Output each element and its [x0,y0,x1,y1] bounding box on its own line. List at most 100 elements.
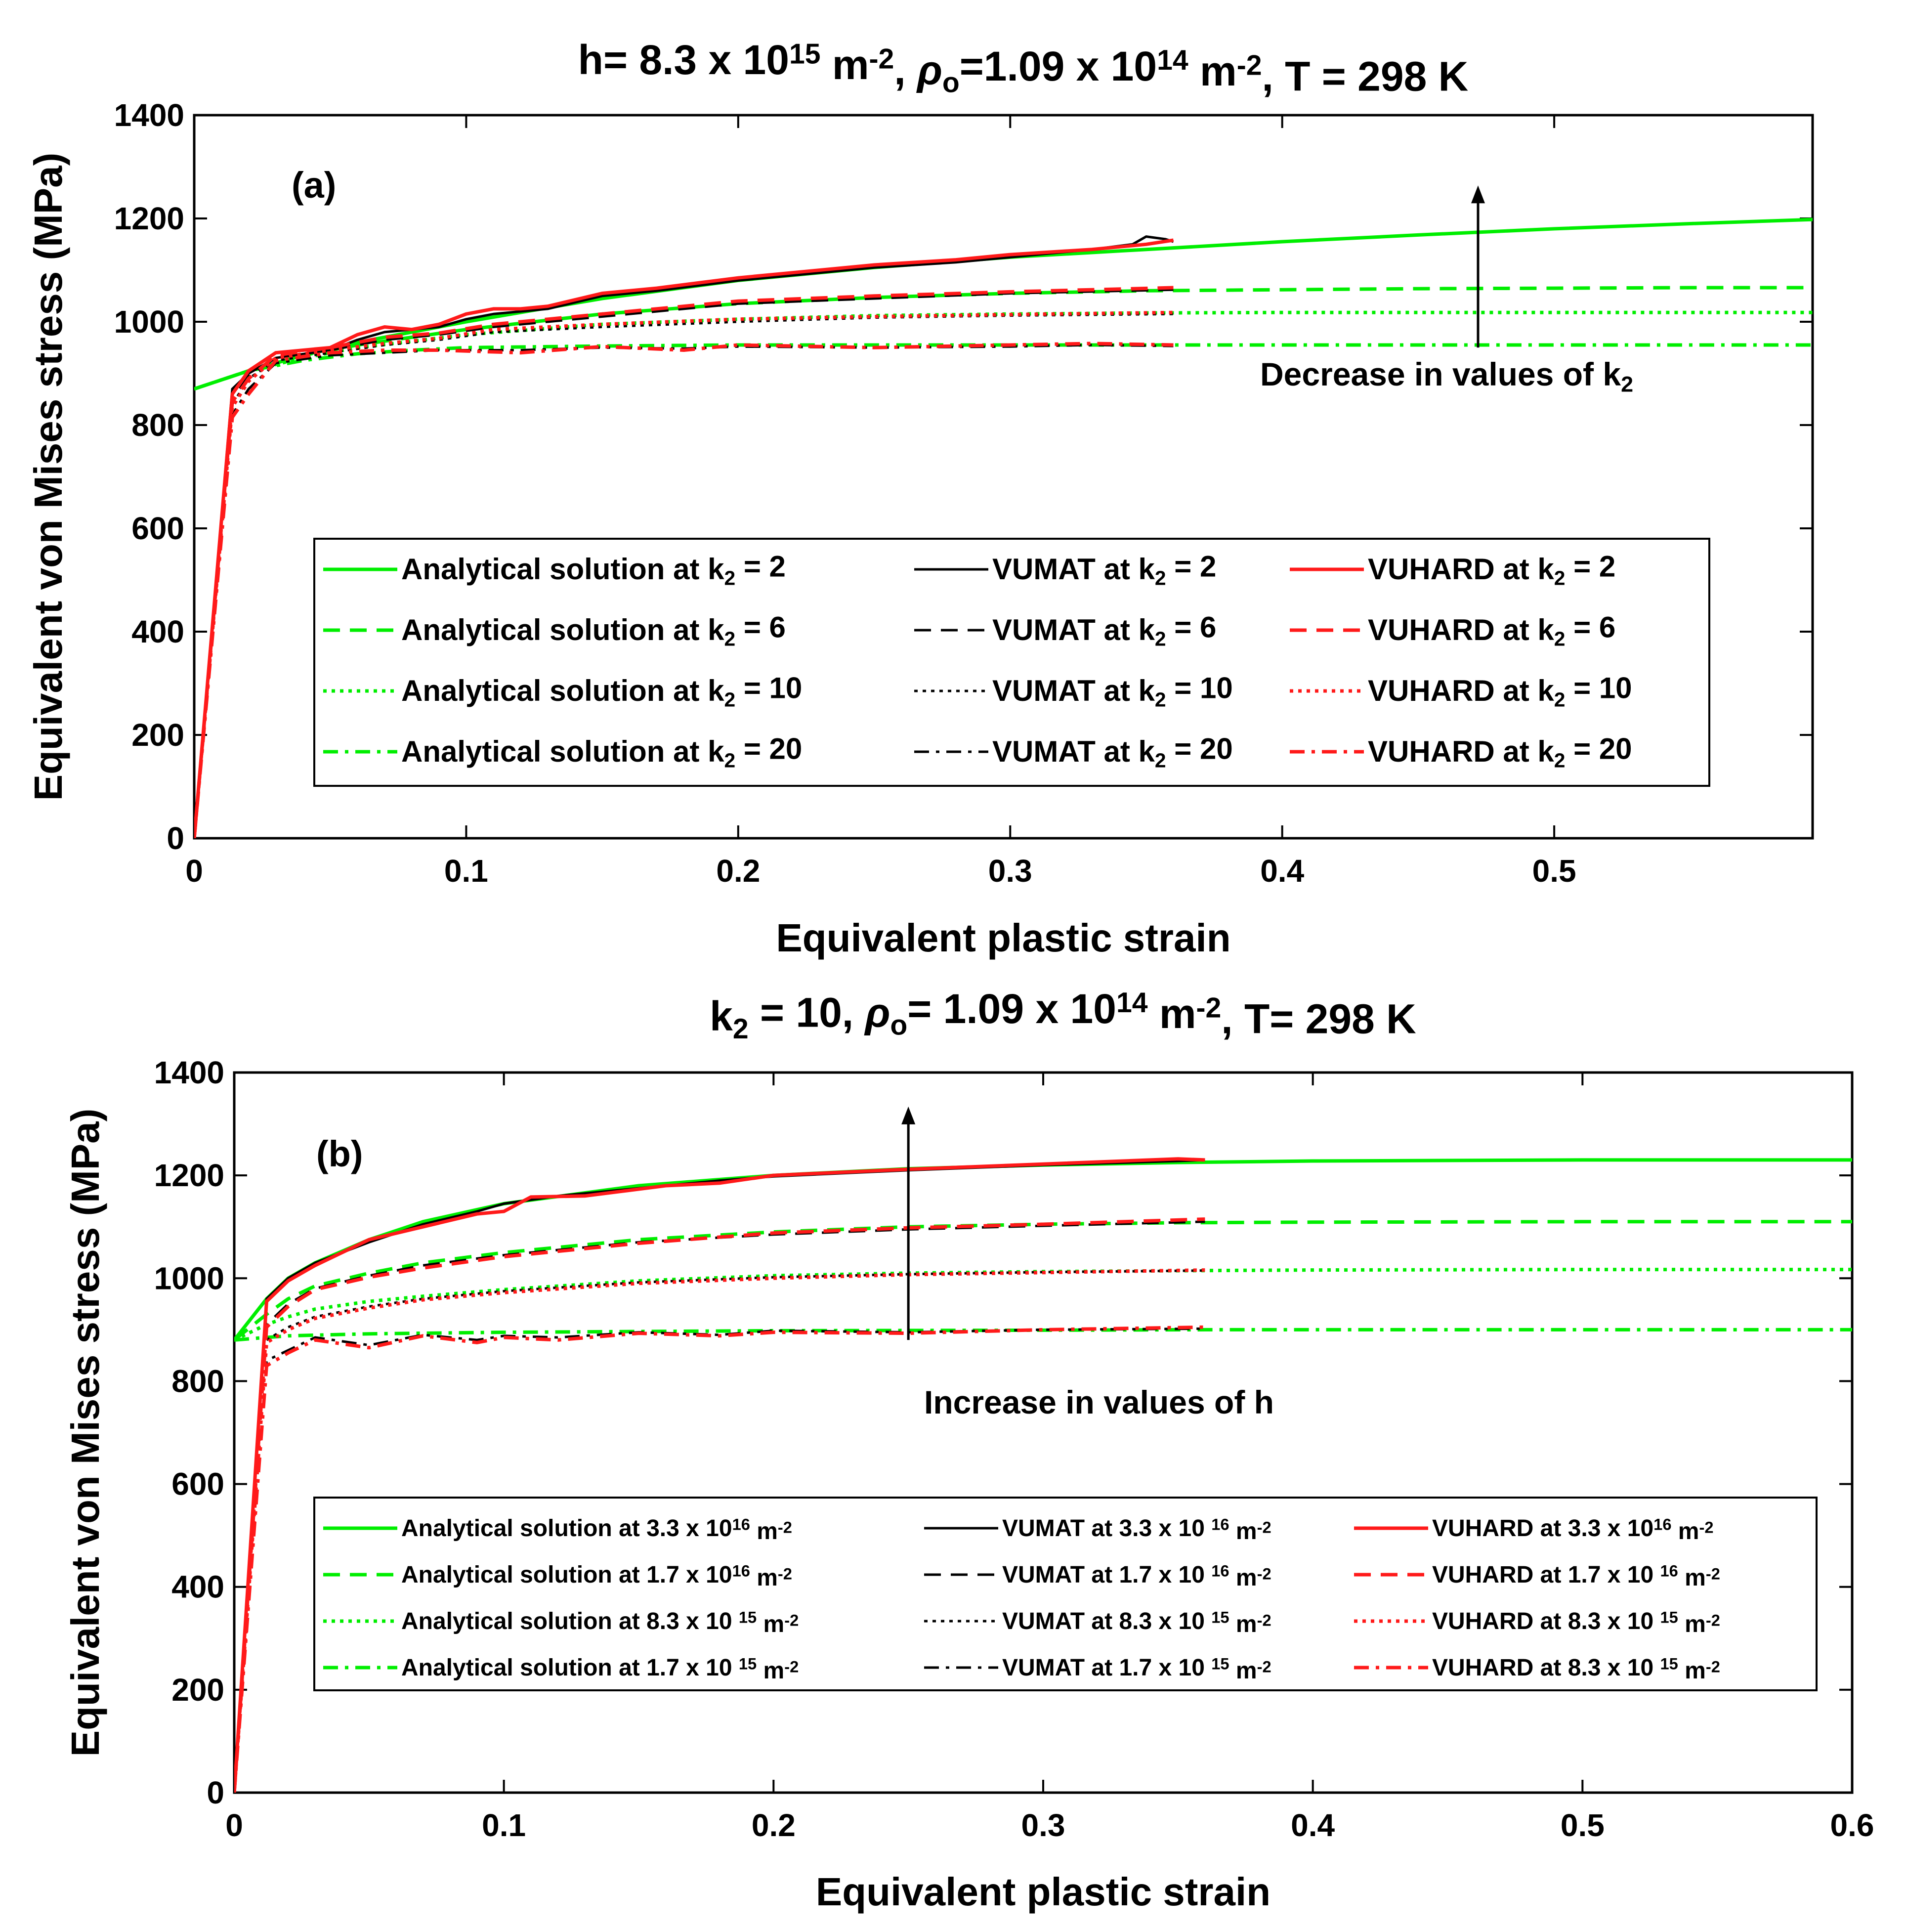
chart-title-part: o [890,1009,907,1041]
chart-title-part: ρ [916,46,942,93]
chart-title-part: 14 [1157,44,1188,76]
legend-label: Analytical solution at 1.7 x 1016 m-2 [401,1562,792,1591]
series-line-5 [194,286,1174,838]
legend-label: VUMAT at k2 = 2 [992,550,1216,590]
series-line-6 [234,1268,1852,1342]
legend-label-part: -2 [1706,1611,1720,1629]
legend-label-part: 16 [1660,1562,1678,1580]
legend-label: VUMAT at 1.7 x 10 16 m-2 [1002,1562,1271,1591]
legend-label-part: 2 [1554,749,1566,772]
chart-title-part: , T= 298 K [1221,995,1416,1042]
legend-label: VUHARD at k2 = 6 [1368,611,1615,650]
y-tick-label: 800 [171,1363,224,1399]
chart-title-part: =1.09 x 10 [960,43,1157,89]
legend-label-part: VUMAT at k [992,674,1155,707]
legend-label-part: 2 [1155,627,1166,650]
x-tick-label: 0.4 [1291,1807,1335,1843]
series-line-8 [194,310,1174,838]
x-tick-label: 0.6 [1830,1807,1874,1843]
legend-label: VUHARD at 8.3 x 10 15 m-2 [1432,1608,1720,1637]
series-line-2 [234,1157,1205,1793]
arrow-head [1471,185,1485,204]
legend-label-part: 2 [1554,688,1566,711]
legend-label-part: -2 [1257,1518,1271,1536]
legend-label-part: VUMAT at k [992,613,1155,646]
y-tick-label: 1200 [154,1158,224,1193]
x-tick-label: 0.2 [752,1807,796,1843]
legend-label-part: VUHARD at 1.7 x 10 [1432,1562,1660,1588]
legend-label-part: VUMAT at k [992,553,1155,586]
annotation-arrow [901,1106,916,1340]
series-line-8 [234,1268,1205,1793]
y-tick-label: 600 [171,1466,224,1502]
legend-label-part: = 6 [1166,611,1217,644]
x-axis-ticks: 0 0.1 0.2 0.3 0.4 0.5 0.6 [225,1073,1874,1843]
x-tick-label: 0.1 [482,1807,526,1843]
legend-label-part: Analytical solution at 8.3 x 10 [401,1608,739,1634]
y-tick-label: 1200 [114,201,184,236]
legend-label: Analytical solution at k2 = 10 [401,672,802,711]
chart-title-part: o [942,67,960,98]
legend-label-part: m [1678,1611,1706,1637]
legend-label-part: m [1678,1658,1706,1684]
panel-label: (b) [316,1133,363,1174]
legend-label: VUHARD at k2 = 2 [1368,550,1615,590]
legend-label-part: -2 [1699,1518,1713,1536]
y-axis-label: Equivalent von Mises stress (MPa) [63,1109,107,1757]
annotation-text-part: Decrease in values of k [1260,356,1621,392]
legend-label-part: -2 [778,1564,792,1583]
legend-label-part: m [757,1611,784,1637]
series-line-9 [194,343,1813,391]
legend-label-part: 2 [1554,566,1566,589]
chart-title-part: m [1188,48,1237,94]
legend-label-part: VUMAT at 8.3 x 10 [1002,1608,1211,1634]
legend-label-part: -2 [1257,1564,1271,1583]
panel-label: (a) [292,165,336,206]
legend-label-part: 2 [1554,627,1566,650]
y-tick-label: 1400 [154,1055,224,1090]
legend-label-part: = 2 [735,550,786,583]
x-tick-label: 0.3 [988,853,1032,889]
legend-label-part: Analytical solution at k [401,613,724,646]
series-group [194,217,1813,838]
legend-label: VUHARD at k2 = 20 [1368,732,1632,772]
y-tick-label: 200 [131,717,184,753]
series-line-11 [234,1325,1205,1793]
legend-label: Analytical solution at k2 = 6 [401,611,786,650]
chart-title: h= 8.3 x 1015 m-2, ρo=1.09 x 1014 m-2, T… [578,37,1469,99]
chart-title-part: k [710,993,733,1039]
chart-title-part: , [894,46,917,93]
legend: Analytical solution at 3.3 x 1016 m-2 VUM… [313,1497,1818,1691]
legend-label-part: Analytical solution at k [401,553,724,586]
x-tick-label: 0.2 [716,853,760,889]
x-tick-label: 0.4 [1260,853,1304,889]
legend-label-part: 2 [1155,688,1166,711]
legend: Analytical solution at k2 = 2 VUMAT at k2… [313,538,1710,787]
x-tick-label: 0.1 [444,853,488,889]
legend-label-part: = 10 [1166,672,1233,705]
y-tick-label: 1000 [154,1260,224,1296]
x-axis-label: Equivalent plastic strain [816,1870,1271,1914]
x-tick-label: 0.5 [1561,1807,1605,1843]
chart-title-part: , T = 298 K [1262,53,1468,99]
y-tick-label: 800 [131,407,184,443]
legend-label-part: VUHARD at 3.3 x 10 [1432,1515,1653,1542]
y-tick-label: 1000 [114,304,184,340]
legend-label-part: 15 [1660,1608,1678,1627]
legend-label: Analytical solution at k2 = 20 [401,732,802,772]
legend-label: Analytical solution at k2 = 2 [401,550,786,590]
x-tick-label: 0 [185,853,203,889]
y-tick-label: 0 [207,1775,224,1810]
legend-label-part: m [1229,1518,1257,1545]
legend-box [313,538,1710,787]
series-line-5 [234,1217,1205,1793]
legend-label-part: = 6 [1565,611,1615,644]
chart-title-part: 14 [1116,987,1148,1019]
legend-label: Analytical solution at 3.3 x 1016 m-2 [401,1515,792,1545]
legend-label-part: = 10 [735,672,802,705]
y-axis-label: Equivalent von Mises stress (MPa) [26,153,70,801]
legend-label-part: 16 [1211,1562,1229,1580]
legend-label-part: 16 [1211,1515,1229,1534]
legend-label-part: m [750,1565,778,1591]
